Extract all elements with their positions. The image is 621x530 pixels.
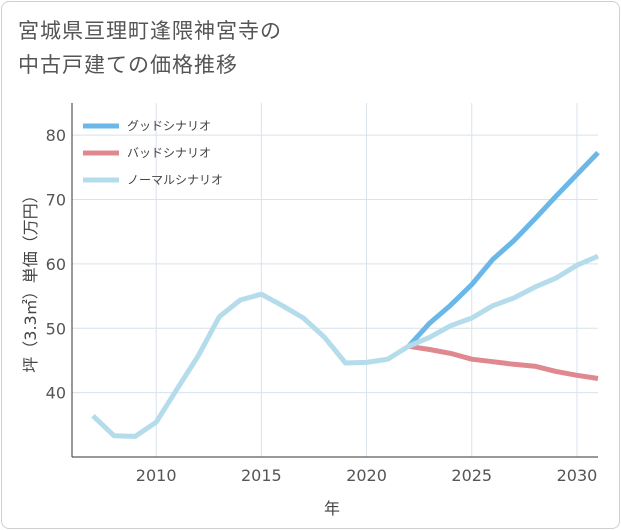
plot-area	[72, 103, 598, 457]
legend-label: バッドシナリオ	[127, 146, 211, 160]
y-tick-label: 70	[46, 191, 66, 210]
y-tick-label: 60	[46, 255, 66, 274]
series-lines	[91, 150, 600, 439]
legend-label: グッドシナリオ	[127, 119, 211, 133]
chart-title: 宮城県亘理町逢隈神宮寺の 中古戸建ての価格推移	[18, 14, 282, 82]
x-tick-label: 2015	[241, 466, 282, 485]
legend-item-bad: バッドシナリオ	[83, 146, 211, 160]
x-tick-label: 2010	[136, 466, 177, 485]
chart-title-line-2: 中古戸建ての価格推移	[18, 53, 238, 77]
x-tick-label: 2025	[451, 466, 492, 485]
legend-item-good: グッドシナリオ	[83, 119, 211, 133]
x-tick-label: 2020	[346, 466, 387, 485]
axes	[71, 103, 598, 458]
x-tick-labels: 2010 2015 2020 2025 2030	[136, 466, 598, 485]
legend-label: ノーマルシナリオ	[127, 173, 223, 187]
y-axis-label: 坪（3.3㎡）単価（万円）	[21, 187, 40, 372]
y-tick-labels: 40 50 60 70 80	[46, 126, 66, 402]
chart-title-line-1: 宮城県亘理町逢隈神宮寺の	[18, 19, 282, 43]
y-tick-label: 50	[46, 319, 66, 338]
series-good-line	[406, 150, 600, 348]
series-bad-line	[408, 343, 599, 381]
y-tick-label: 40	[46, 384, 66, 403]
x-axis-label: 年	[324, 499, 340, 518]
grid	[72, 103, 598, 457]
y-tick-label: 80	[46, 126, 66, 145]
series-normal-line	[91, 253, 599, 439]
legend-item-normal: ノーマルシナリオ	[83, 173, 223, 187]
x-tick-label: 2030	[557, 466, 598, 485]
